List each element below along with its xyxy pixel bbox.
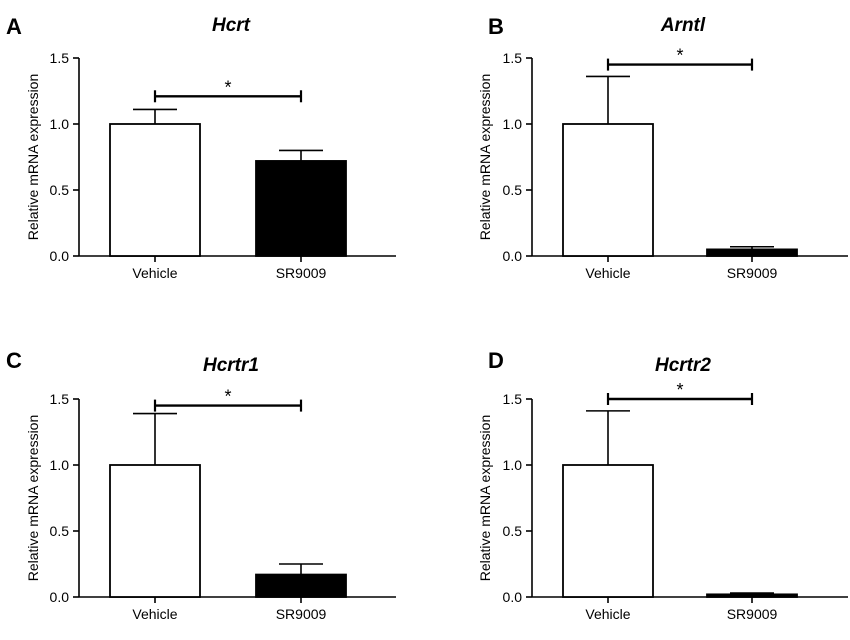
significance-label: * (676, 380, 683, 400)
x-tick-label: SR9009 (727, 265, 778, 281)
y-tick-label: 0.0 (50, 248, 70, 264)
y-tick-label: 0.5 (50, 182, 70, 198)
panel-title: Hcrt (212, 15, 251, 36)
bar-vehicle (109, 123, 201, 257)
x-tick-label: Vehicle (585, 606, 630, 622)
y-tick-label: 0.5 (503, 523, 523, 539)
panel-letter: C (6, 348, 22, 373)
bar-sr9009 (706, 248, 798, 257)
bar-sr9009 (706, 593, 798, 598)
significance-label: * (676, 46, 683, 66)
panel-title: Hcrtr2 (655, 355, 711, 376)
y-tick-label: 0.5 (503, 182, 523, 198)
panel-a: A Hcrt 0.0 0.5 1.0 1.5 Relative mRNA expressio… (6, 14, 396, 281)
y-axis-title: Relative mRNA expression (25, 74, 41, 241)
x-tick-label: Vehicle (132, 265, 177, 281)
y-tick-label: 0.0 (503, 248, 523, 264)
y-axis-title: Relative mRNA expression (477, 415, 493, 582)
x-tick-label: Vehicle (132, 606, 177, 622)
y-tick-label: 0.5 (50, 523, 70, 539)
x-tick-label: Vehicle (585, 265, 630, 281)
y-axis-title: Relative mRNA expression (25, 415, 41, 582)
x-tick-label: SR9009 (727, 606, 778, 622)
y-axis-title: Relative mRNA expression (477, 74, 493, 241)
panel-title: Hcrtr1 (203, 355, 259, 376)
y-tick-label: 1.0 (503, 116, 523, 132)
y-tick-label: 0.0 (50, 589, 70, 605)
bar-vehicle (562, 123, 654, 257)
bar-sr9009 (255, 573, 347, 598)
y-tick-label: 1.5 (50, 50, 70, 66)
panel-d: D Hcrtr2 0.0 0.5 1.0 1.5 Relative mRNA express… (477, 348, 848, 622)
panel-c: C Hcrtr1 0.0 0.5 1.0 1.5 Relative mRNA express… (6, 348, 396, 622)
y-tick-label: 1.0 (503, 457, 523, 473)
bar-vehicle (109, 464, 201, 598)
panel-letter: A (6, 14, 22, 39)
significance-label: * (224, 387, 231, 407)
bar-vehicle (562, 464, 654, 598)
y-tick-label: 1.5 (503, 50, 523, 66)
panel-title: Arntl (660, 15, 706, 36)
y-tick-label: 1.0 (50, 116, 70, 132)
y-tick-label: 1.5 (50, 391, 70, 407)
panel-b: B Arntl 0.0 0.5 1.0 1.5 Relative mRNA expressi… (477, 14, 848, 281)
x-tick-label: SR9009 (276, 265, 327, 281)
x-tick-label: SR9009 (276, 606, 327, 622)
y-tick-label: 1.0 (50, 457, 70, 473)
panel-letter: B (488, 14, 504, 39)
bar-sr9009 (255, 160, 347, 257)
panel-letter: D (488, 348, 504, 373)
y-tick-label: 0.0 (503, 589, 523, 605)
significance-label: * (224, 77, 231, 97)
y-tick-label: 1.5 (503, 391, 523, 407)
